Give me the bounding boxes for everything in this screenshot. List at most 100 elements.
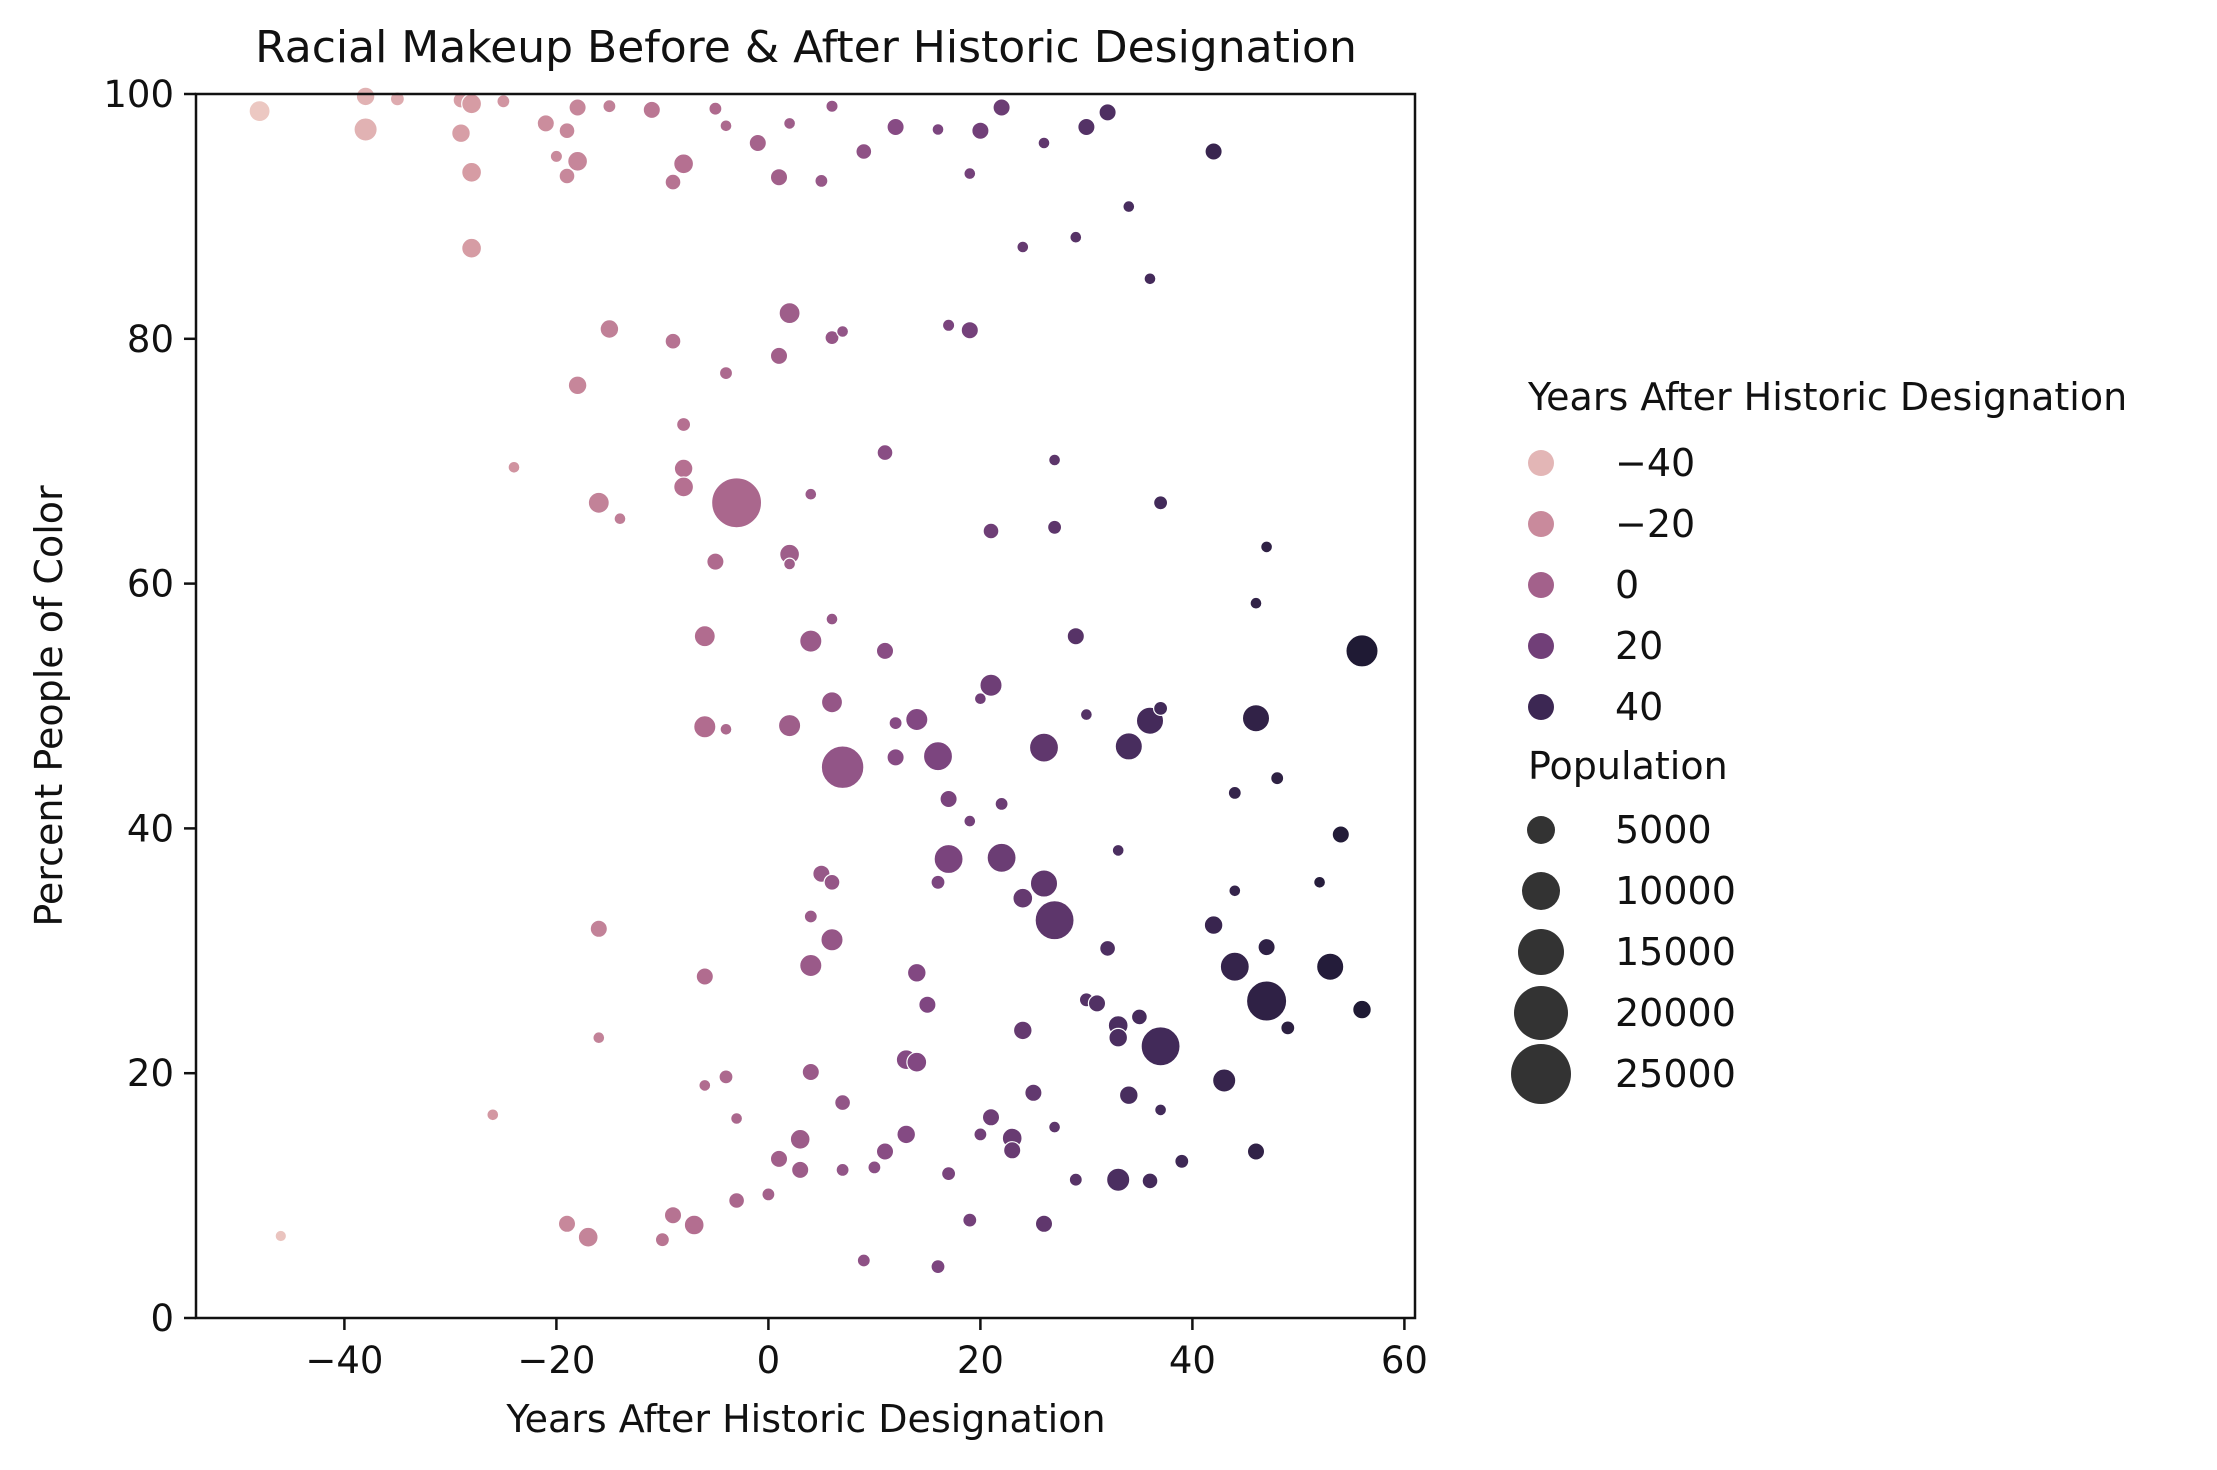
data-point (1003, 1141, 1022, 1160)
legend-hue-swatch (1528, 633, 1554, 659)
legend-size-swatch (1511, 1044, 1571, 1104)
data-point (820, 691, 844, 714)
data-point (1098, 103, 1117, 122)
data-point (1228, 884, 1242, 898)
x-axis-label: Years After Historic Designation (505, 1397, 1105, 1441)
y-tick-label: 80 (127, 318, 174, 361)
legend-hue-title: Years After Historic Designation (1527, 375, 2127, 419)
data-point (1048, 1120, 1062, 1134)
data-point (1099, 939, 1117, 957)
data-point (602, 99, 617, 114)
legend-hue-swatch (1528, 450, 1554, 476)
data-point (1079, 708, 1093, 722)
data-point (905, 707, 929, 732)
data-point (1219, 951, 1250, 982)
data-point (353, 117, 378, 142)
data-point (1141, 1172, 1159, 1190)
x-tick-label: −40 (305, 1339, 383, 1382)
data-point (389, 91, 405, 107)
legend-size-items: 5000 10000 15000 20000 25000 (1511, 808, 1736, 1104)
data-point (1270, 771, 1285, 786)
data-point (918, 995, 937, 1014)
data-point (557, 1214, 577, 1234)
data-point (789, 1128, 811, 1150)
data-point (778, 302, 801, 325)
data-point (1345, 634, 1379, 668)
data-point (599, 319, 620, 339)
legend-hue-label: 20 (1615, 624, 1663, 668)
data-point (1257, 937, 1276, 957)
data-point (577, 1226, 599, 1248)
data-point (1331, 825, 1351, 844)
legend-size-swatch (1514, 986, 1568, 1040)
data-point (613, 512, 627, 526)
y-tick-label: 60 (127, 563, 174, 606)
data-point (1260, 540, 1274, 554)
data-point (1034, 1214, 1054, 1234)
legend-hue-swatch (1528, 572, 1554, 598)
data-point (855, 143, 873, 161)
y-axis-label: Percent People of Color (27, 485, 71, 927)
data-point (825, 612, 839, 626)
data-point (940, 1165, 957, 1182)
data-point (642, 100, 662, 120)
data-point (730, 1111, 744, 1125)
data-point (986, 842, 1017, 873)
data-point (1174, 1153, 1190, 1169)
data-point (1012, 887, 1034, 909)
data-point (451, 123, 471, 144)
data-point (355, 86, 376, 107)
data-point (992, 98, 1011, 117)
data-point (1241, 704, 1271, 733)
data-point (693, 625, 716, 648)
data-point (930, 1258, 946, 1275)
legend-hue-swatch (1528, 694, 1554, 720)
data-point (549, 149, 564, 164)
data-point (1024, 1083, 1043, 1103)
data-point (971, 121, 990, 140)
data-point (706, 552, 725, 571)
x-axis: −40 −20 0 20 40 60 (305, 1318, 1428, 1382)
data-point (1048, 453, 1062, 467)
data-point (718, 1069, 734, 1085)
data-point (1114, 732, 1144, 761)
data-point (876, 444, 894, 462)
data-point (507, 460, 521, 474)
legend-size-label: 15000 (1615, 930, 1736, 974)
data-point (693, 715, 717, 739)
x-tick-label: −20 (517, 1339, 595, 1382)
data-point (804, 487, 818, 501)
data-point (994, 796, 1009, 812)
data-point (486, 1108, 500, 1122)
data-point (1313, 875, 1327, 889)
data-point (567, 150, 589, 172)
data-point (896, 1124, 917, 1145)
data-point (799, 629, 823, 653)
data-point (982, 522, 1000, 540)
data-point (1012, 1020, 1033, 1041)
axes-frame (194, 92, 1417, 1320)
legend-size-label: 25000 (1615, 1052, 1736, 1096)
data-point (769, 346, 789, 366)
legend-size-swatch (1522, 872, 1560, 910)
data-point (1211, 1068, 1237, 1093)
data-point (496, 94, 511, 109)
data-point (1246, 1142, 1266, 1161)
data-point (695, 967, 715, 986)
data-point (1154, 1103, 1168, 1117)
data-point (931, 122, 945, 136)
data-point (799, 953, 823, 978)
data-point (1111, 843, 1125, 857)
data-point (824, 330, 840, 346)
data-point (981, 1108, 1001, 1127)
data-point (769, 1149, 789, 1169)
data-point (1204, 142, 1223, 161)
plot-area (194, 86, 1417, 1320)
data-point (867, 1160, 882, 1175)
legend-size-swatch (1518, 929, 1564, 975)
data-point (1068, 1172, 1083, 1187)
data-point (654, 1232, 671, 1248)
data-point (820, 928, 844, 952)
y-tick-label: 20 (127, 1052, 174, 1095)
